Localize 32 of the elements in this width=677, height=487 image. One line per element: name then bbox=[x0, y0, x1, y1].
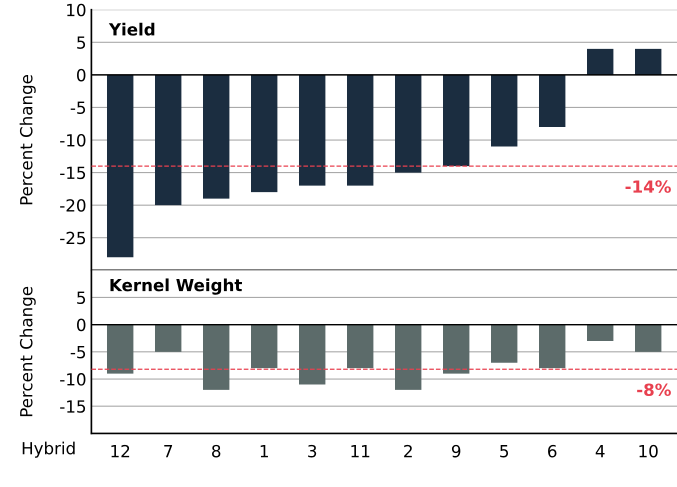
y-tick-label: -10 bbox=[60, 134, 86, 147]
x-tick-label: 6 bbox=[548, 444, 556, 458]
x-tick-label: 1 bbox=[260, 445, 268, 458]
y-tick-label: 5 bbox=[77, 292, 86, 304]
ref-line-label: -8% bbox=[637, 383, 671, 396]
x-tick-label: 4 bbox=[596, 445, 605, 458]
x-tick-label: 5 bbox=[500, 445, 508, 458]
y-tick-label: 10 bbox=[67, 4, 86, 16]
x-tick-label: 7 bbox=[164, 445, 172, 458]
y-axis-title: Percent Change bbox=[20, 75, 36, 204]
y-tick-label: -10 bbox=[60, 373, 86, 386]
y-axis-title: Percent Change bbox=[20, 286, 36, 416]
y-tick-label: 0 bbox=[77, 318, 86, 332]
x-axis-title: Hybrid bbox=[22, 442, 75, 458]
chart-title: Kernel Weight bbox=[110, 278, 242, 295]
y-tick-label: -15 bbox=[60, 166, 86, 180]
y-tick-label: 0 bbox=[77, 68, 86, 82]
y-tick-label: 5 bbox=[77, 36, 86, 49]
y-tick-label: -5 bbox=[70, 102, 86, 114]
x-tick-label: 11 bbox=[351, 445, 370, 458]
y-tick-label: -15 bbox=[60, 400, 86, 413]
x-tick-label: 9 bbox=[452, 444, 460, 458]
y-tick-label: -20 bbox=[60, 199, 86, 212]
x-tick-label: 3 bbox=[308, 444, 316, 458]
x-tick-label: 2 bbox=[404, 444, 412, 458]
x-tick-label: 8 bbox=[212, 444, 220, 458]
x-tick-label: 12 bbox=[111, 444, 130, 458]
ref-line-label: -14% bbox=[626, 180, 671, 193]
y-tick-label: -5 bbox=[70, 346, 86, 358]
y-tick-label: -25 bbox=[60, 232, 86, 244]
text: Yield bbox=[108, 22, 154, 36]
x-tick-label: 10 bbox=[639, 444, 658, 458]
